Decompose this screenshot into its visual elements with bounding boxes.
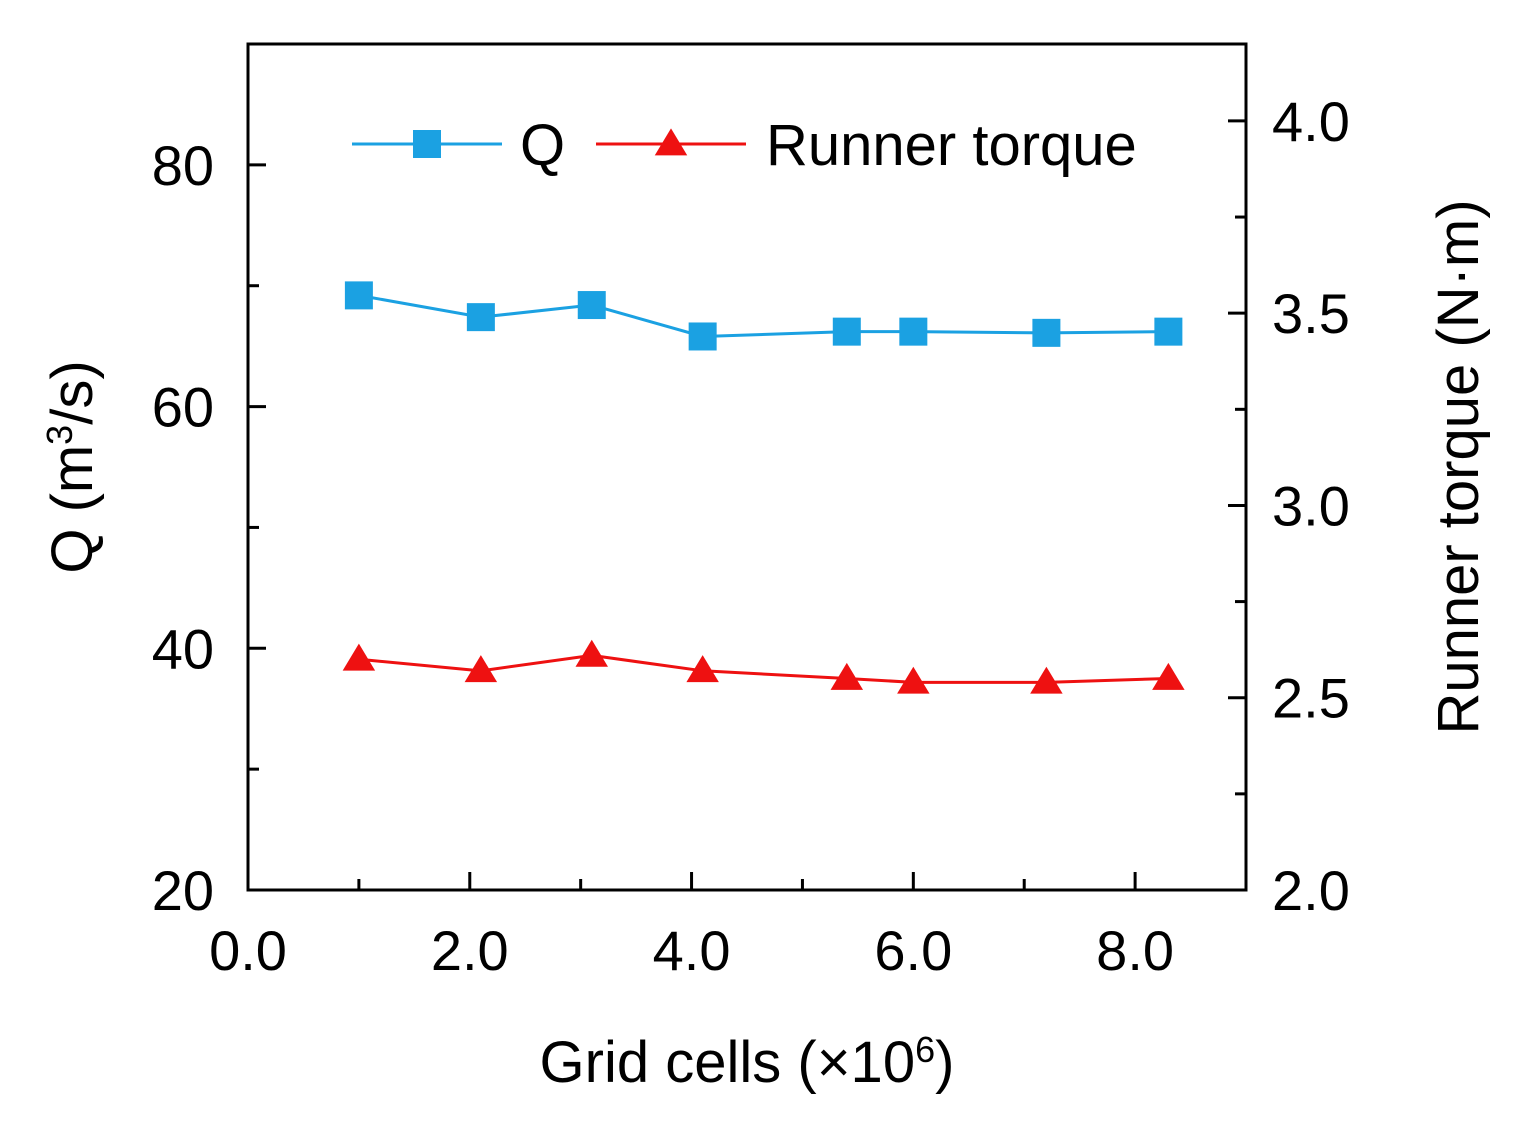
x-tick-label: 4.0: [653, 919, 731, 982]
data-point-q: [832, 317, 861, 346]
plot-frame: [246, 42, 1248, 892]
y-left-tick-label: 60: [152, 376, 214, 439]
y-axis-left-title-main: Q (m: [40, 445, 105, 574]
data-point-runner-torque: [464, 655, 498, 683]
data-point-runner-torque: [897, 666, 930, 694]
tick-layer: [246, 119, 1246, 892]
data-point-runner-torque: [830, 662, 864, 690]
data-point-runner-torque: [686, 655, 719, 683]
y-axis-left-title: Q (m3/s): [39, 360, 106, 573]
y-axis-right-title: Runner torque (N·m): [1426, 199, 1491, 734]
legend: Q Runner torque: [352, 113, 1137, 178]
data-point-q: [688, 322, 717, 351]
x-axis-title: Grid cells (×106): [540, 1029, 955, 1096]
x-tick-label: 8.0: [1096, 919, 1174, 982]
y-right-tick-label: 4.0: [1272, 90, 1350, 153]
tick-labels: 0.0 2.0 4.0 6.0 8.0 20 40 60 80 2.0 2.5 3.0 3.5 4.0: [152, 90, 1350, 982]
x-axis-title-end: ): [935, 1030, 954, 1095]
series-layer: [342, 281, 1185, 694]
x-axis-title-main: Grid cells (×10: [540, 1030, 916, 1095]
legend-marker-q: [413, 130, 441, 158]
x-tick-label: 6.0: [874, 919, 952, 982]
y-axis-left-title-sup: 3: [39, 425, 80, 445]
data-point-runner-torque: [575, 639, 608, 667]
x-tick-label: 2.0: [431, 919, 509, 982]
series-line-q: [358, 293, 1169, 338]
y-left-tick-label: 80: [152, 134, 214, 197]
data-point-runner-torque: [1152, 662, 1185, 690]
y-right-tick-label: 3.5: [1272, 282, 1350, 345]
y-left-tick-label: 20: [152, 859, 214, 922]
x-tick-label: 0.0: [209, 919, 287, 982]
legend-marker-runner-torque: [654, 128, 688, 156]
y-left-tick-label: 40: [152, 617, 214, 680]
data-point-q: [577, 291, 606, 320]
data-point-runner-torque: [1030, 666, 1063, 694]
legend-label-q: Q: [520, 113, 565, 178]
data-point-runner-torque: [342, 643, 376, 671]
data-point-q: [899, 317, 928, 346]
series-line-runner-torque: [358, 653, 1169, 684]
data-point-q: [466, 303, 495, 332]
y-right-tick-label: 3.0: [1272, 474, 1350, 537]
data-point-q: [1154, 317, 1183, 346]
x-axis-title-sup: 6: [915, 1029, 935, 1070]
data-point-q: [1032, 318, 1061, 347]
y-axis-left-title-end: /s): [40, 360, 105, 424]
y-right-tick-label: 2.0: [1272, 859, 1350, 922]
data-point-q: [344, 281, 373, 310]
y-right-tick-label: 2.5: [1272, 667, 1350, 730]
legend-label-runner-torque: Runner torque: [766, 113, 1137, 178]
